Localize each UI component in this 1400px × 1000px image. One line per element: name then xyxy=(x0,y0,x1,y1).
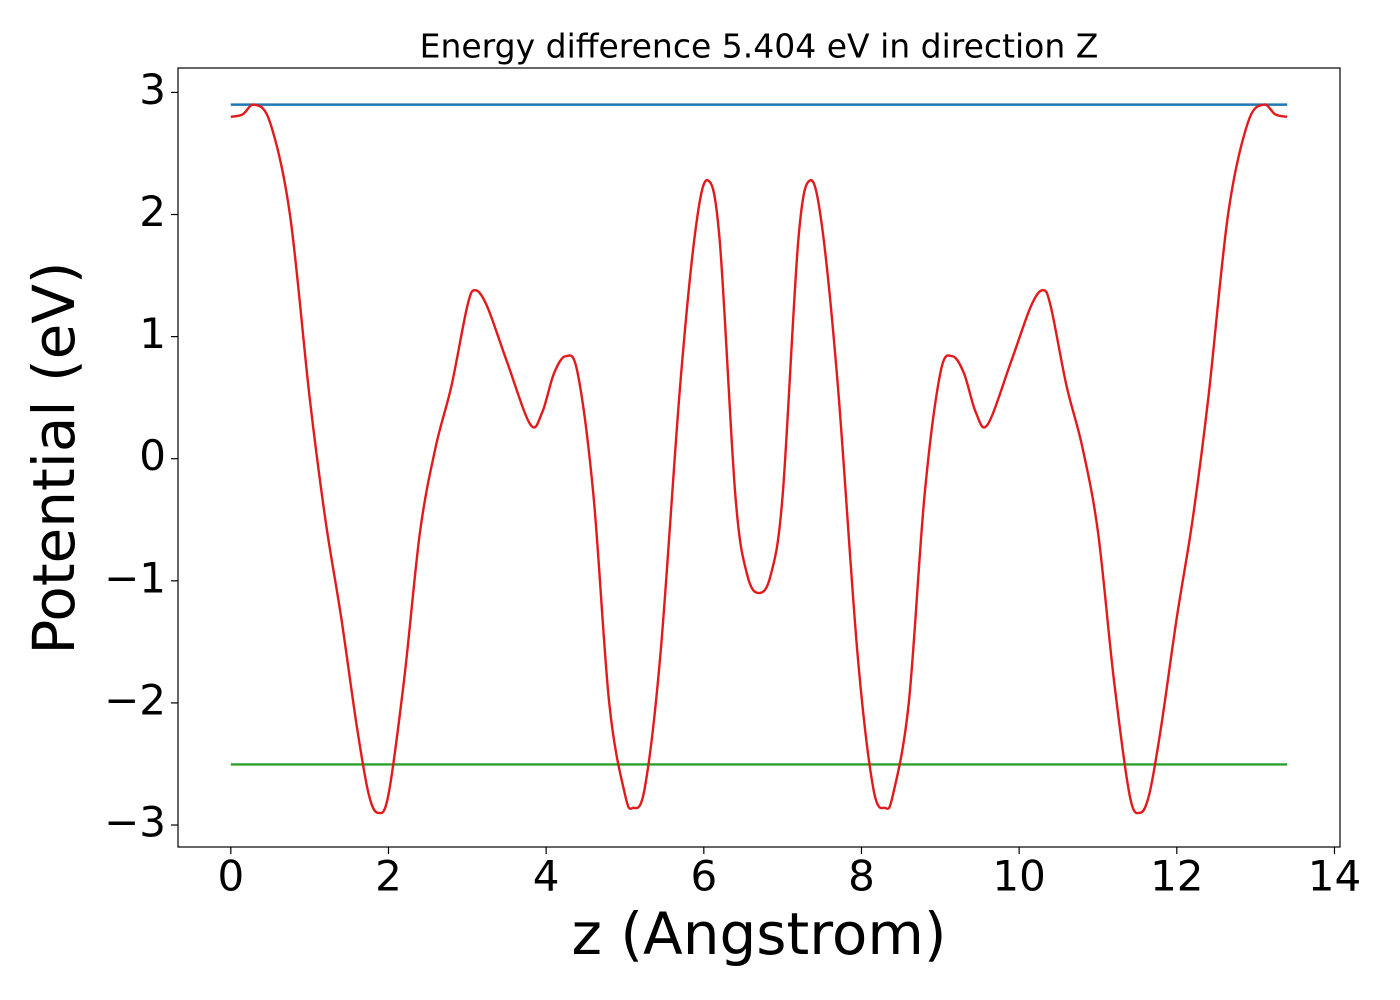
chart-title: Energy difference 5.404 eV in direction … xyxy=(420,27,1099,66)
x-tick-label: 8 xyxy=(848,852,875,901)
x-tick-label: 12 xyxy=(1150,852,1203,901)
x-tick-label: 6 xyxy=(690,852,717,901)
y-tick-label: 0 xyxy=(139,431,166,480)
y-tick-label: −3 xyxy=(104,798,166,847)
y-tick-label: 2 xyxy=(139,187,166,236)
y-tick-label: 3 xyxy=(139,65,166,114)
y-tick-label: 1 xyxy=(139,309,166,358)
y-tick-label: −1 xyxy=(104,553,166,602)
line-series xyxy=(230,103,1288,815)
y-axis-label: Potential (eV) xyxy=(20,261,88,654)
y-tick-label: −2 xyxy=(104,675,166,724)
x-tick-label: 4 xyxy=(533,852,560,901)
x-tick-label: 14 xyxy=(1308,852,1361,901)
x-axis-label: z (Angstrom) xyxy=(572,900,947,968)
x-tick-label: 0 xyxy=(217,852,244,901)
x-tick-label: 10 xyxy=(992,852,1045,901)
plot-frame xyxy=(177,67,1341,848)
x-tick-label: 2 xyxy=(375,852,402,901)
